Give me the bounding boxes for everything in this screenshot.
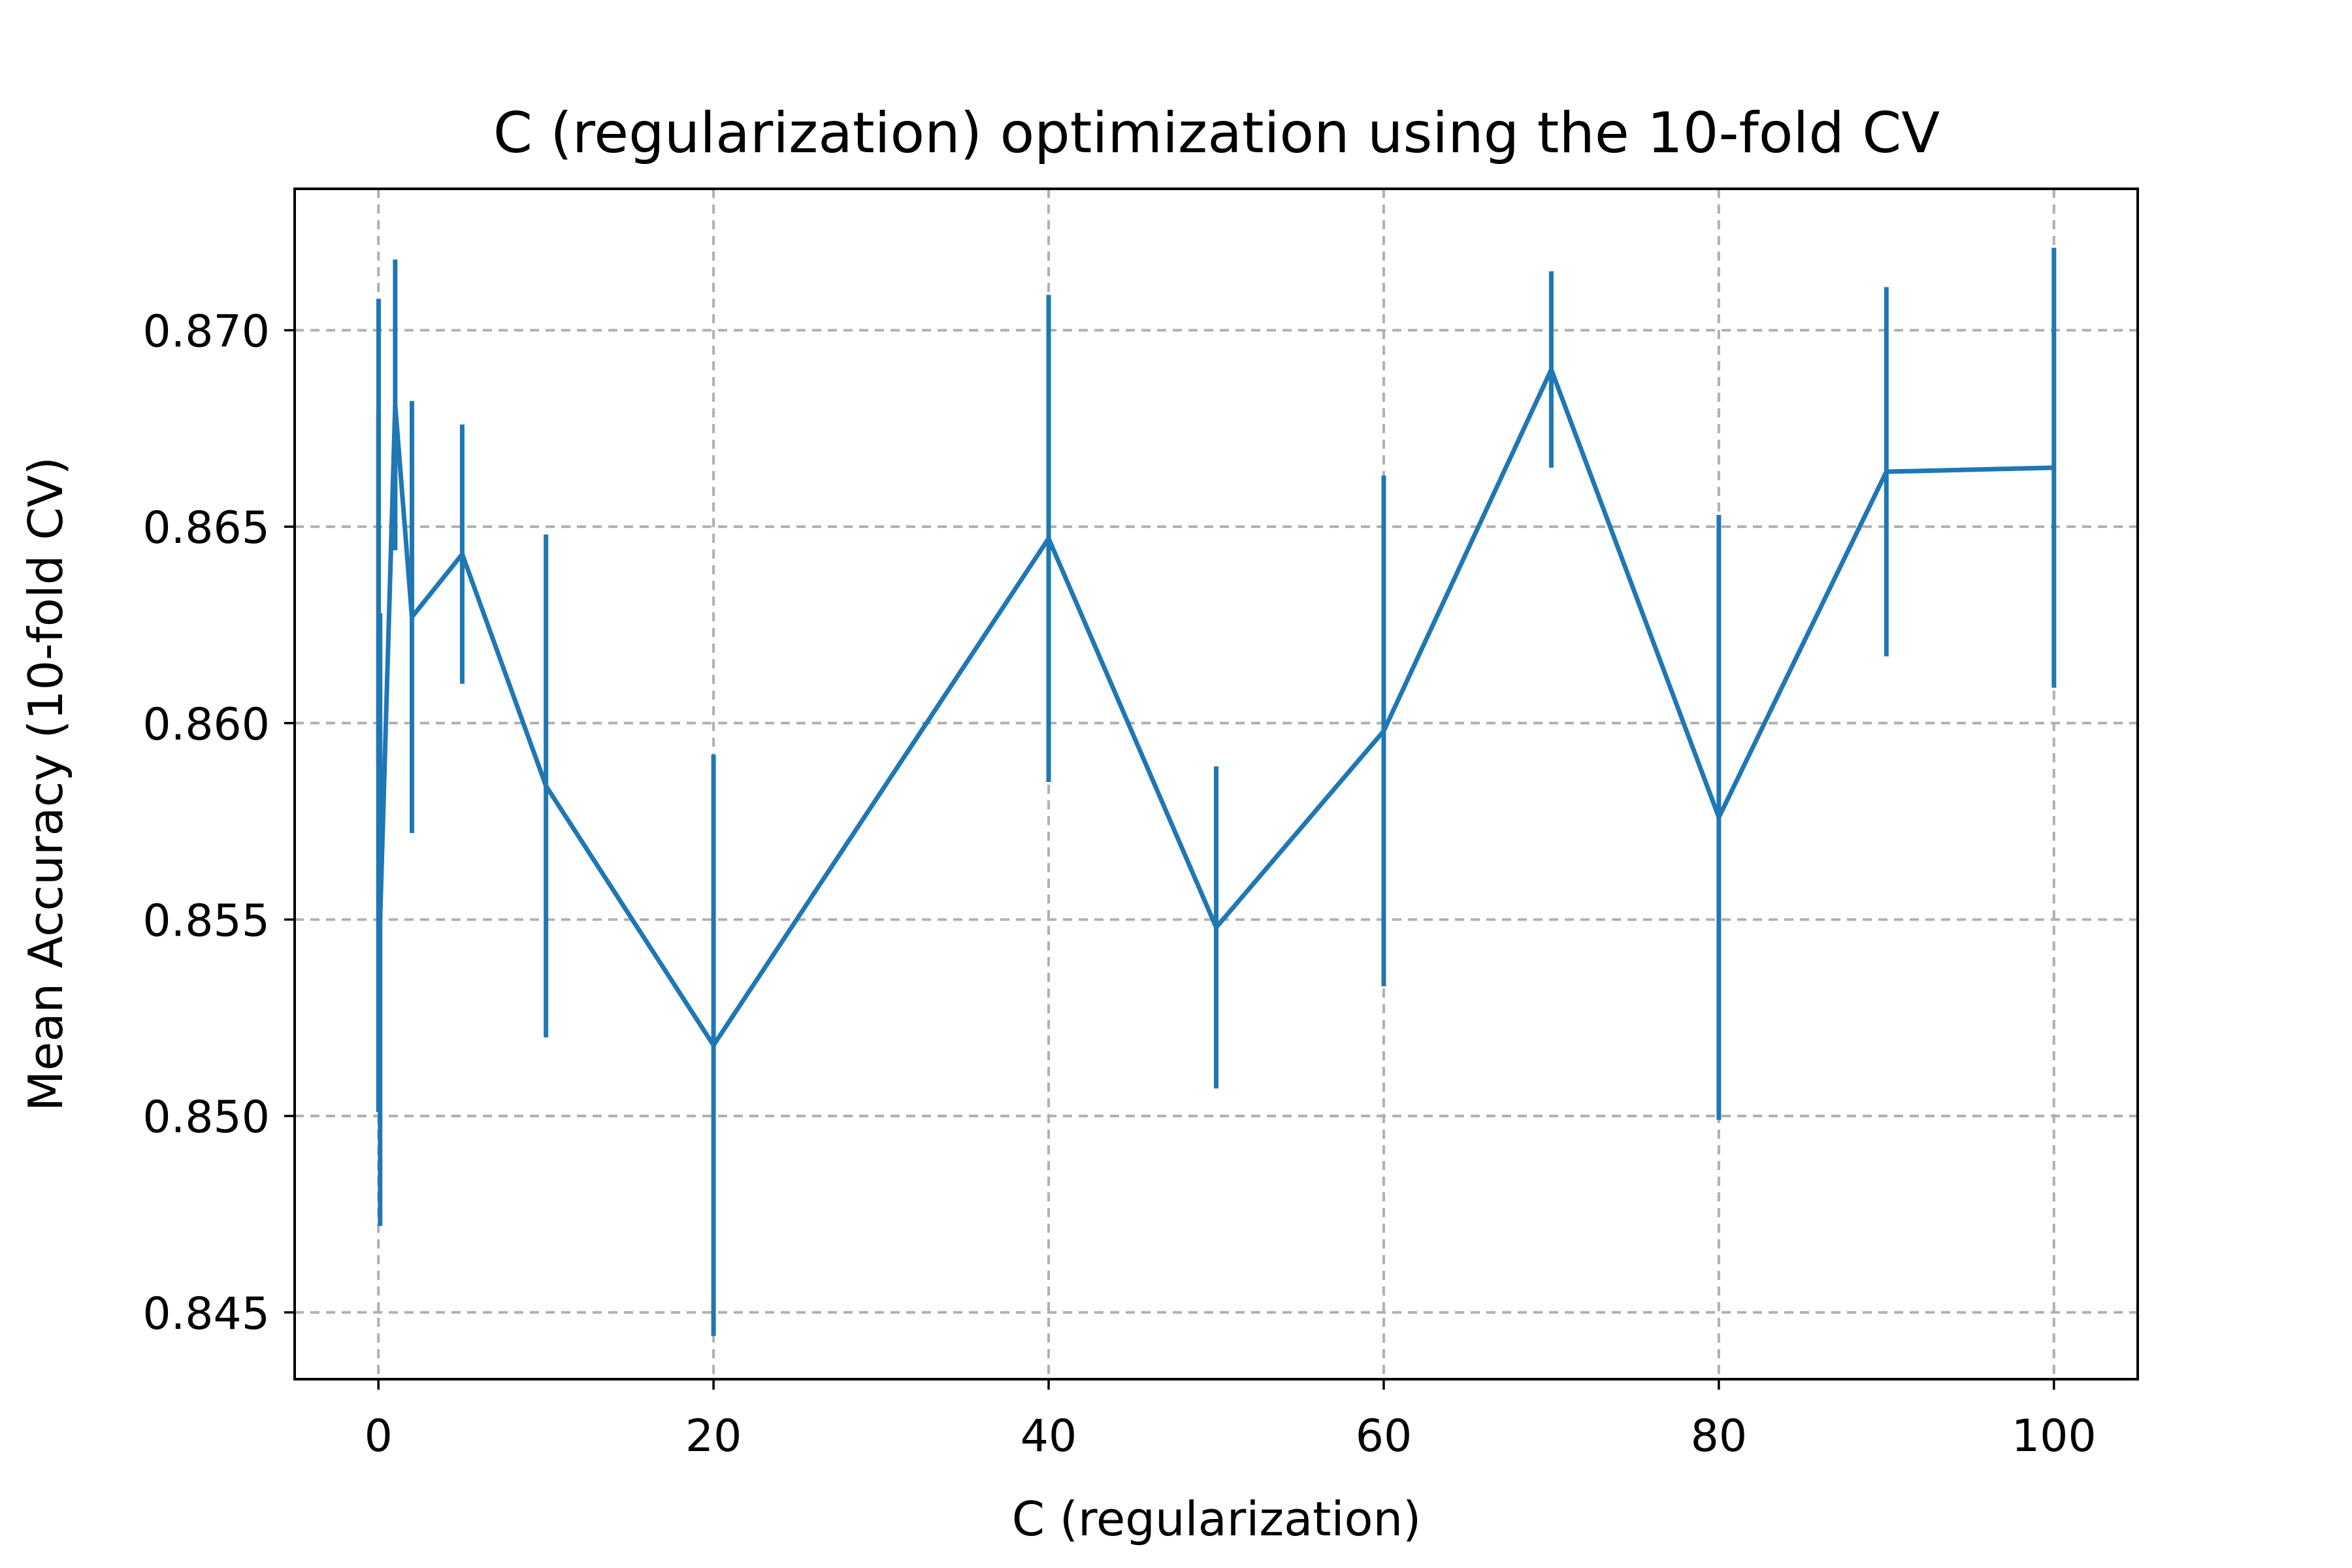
y-tick-label: 0.845 (142, 1288, 270, 1340)
y-tick-label: 0.865 (142, 502, 270, 554)
series-group (376, 248, 2057, 1336)
x-tick-label: 40 (1021, 1411, 1077, 1462)
y-tick-label: 0.860 (142, 699, 270, 751)
y-tick-label: 0.850 (142, 1092, 270, 1143)
x-axis-label: C (regularization) (1012, 1492, 1422, 1546)
x-tick-label: 0 (365, 1411, 393, 1462)
x-tick-label: 20 (685, 1411, 742, 1462)
x-tick-label: 60 (1356, 1411, 1413, 1462)
tick-labels: 0 20 40 60 80 100 0.845 0.850 0.855 0.860 0.865 0.8… (142, 306, 2096, 1462)
y-tick-label: 0.855 (142, 895, 270, 947)
axis-ticks (284, 329, 2055, 1390)
x-tick-label: 100 (2012, 1411, 2097, 1462)
y-tick-label: 0.870 (142, 306, 270, 357)
y-axis-label: Mean Accuracy (10-fold CV) (18, 457, 73, 1111)
series-line (376, 367, 2054, 1048)
x-tick-label: 80 (1691, 1411, 1748, 1462)
plot-frame (293, 188, 2139, 1380)
chart-title: C (regularization) optimization using th… (493, 101, 1940, 166)
